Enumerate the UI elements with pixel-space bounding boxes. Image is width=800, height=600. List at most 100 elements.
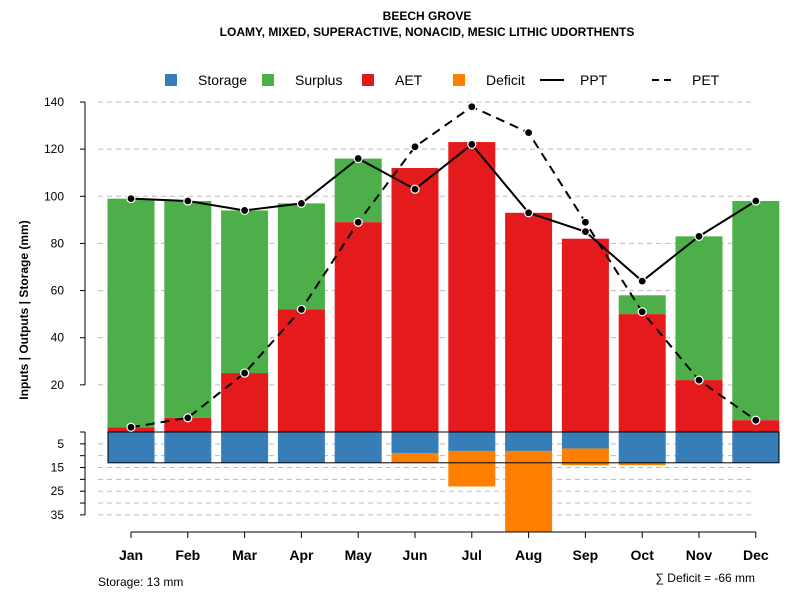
aet-bar [561,238,609,432]
storage-bar [448,432,496,451]
ppt-point [694,231,704,241]
ppt-point [751,196,761,206]
deficit-bar [618,462,666,466]
aet-bar [391,168,439,432]
aet-bar [164,417,212,432]
legend-storage-swatch [165,74,177,86]
storage-bar [391,432,439,454]
axes: 20 40 60 80 100 120 140 5 15 25 35 Jan Feb Mar Apr May J… [44,95,769,563]
x-tick-label: Dec [743,547,769,563]
y-axis-label: Inputs | Outputs | Storage (mm) [17,220,31,399]
aet-bar [334,222,382,432]
ppt-point [353,153,363,164]
aet-bar [221,373,269,432]
x-tick-label: Jul [462,547,482,563]
storage-bar [221,432,269,463]
x-tick-label: Sep [573,547,599,563]
legend-surplus-swatch [262,74,274,86]
x-tick-label: Oct [631,547,655,563]
pet-point [410,142,420,152]
aet-bar [505,212,553,432]
aet-bar [448,142,496,433]
pet-point [523,128,534,138]
storage-bar [334,432,382,463]
ppt-point [126,194,136,204]
surplus-bar [675,236,723,381]
legend-deficit-swatch [453,74,465,86]
x-tick-label: May [345,547,372,563]
storage-capacity-box [107,431,780,464]
deficit-note: ∑ Deficit = -66 mm [655,571,755,585]
chart-title: BEECH GROVE [383,9,472,23]
legend-aet-label: AET [395,72,423,88]
y-tick-label-upper: 40 [51,331,65,345]
surplus-bar [732,201,780,421]
pet-point [751,415,761,425]
pet-point [637,307,647,317]
pet-point [580,217,591,227]
deficit-bar [448,450,496,487]
storage-bar [675,432,723,463]
y-tick-label-upper: 20 [51,378,65,392]
deficit-bar [505,450,553,532]
y-tick-label-lower: 15 [51,461,65,475]
y-tick-label-upper: 100 [44,189,64,203]
ppt-point [183,196,193,206]
bars [107,142,780,532]
surplus-bar [221,210,269,374]
x-tick-label: Jan [119,547,143,563]
ppt-point [637,276,647,286]
pet-point [240,368,250,378]
surplus-bar [164,201,212,418]
x-tick-label: Feb [175,547,200,563]
storage-bar [277,432,325,463]
pet-line [130,105,757,429]
deficit-bar [391,453,439,463]
legend: Storage Surplus AET Deficit PPT PET [165,72,720,88]
legend-pet-label: PET [692,72,720,88]
ppt-point [410,184,420,194]
x-tick-label: Mar [232,547,257,563]
y-tick-label-lower: 5 [57,437,64,451]
pet-point [296,304,306,315]
pet-point [126,422,136,432]
legend-surplus-label: Surplus [295,72,342,88]
storage-bar [618,432,666,463]
ppt-point [580,227,591,237]
x-tick-label: Nov [686,547,713,563]
ppt-point [240,205,250,216]
series-lines [126,102,761,432]
ppt-line [130,143,757,283]
y-tick-label-lower: 25 [51,484,65,498]
storage-bar [164,432,212,463]
x-tick-label: Apr [289,547,314,563]
y-tick-label-upper: 120 [44,142,64,156]
aet-bar [675,380,723,432]
ppt-point [296,198,306,208]
surplus-bar [334,158,382,223]
pet-point [467,102,477,112]
surplus-bar [107,198,155,428]
legend-aet-swatch [362,74,374,86]
storage-bar [732,432,780,463]
storage-note: Storage: 13 mm [98,575,183,589]
y-tick-label-upper: 80 [51,236,65,250]
chart-subtitle: LOAMY, MIXED, SUPERACTIVE, NONACID, MESI… [220,25,635,39]
y-tick-label-upper: 60 [51,284,65,298]
y-tick-label-lower: 35 [51,508,65,522]
deficit-bar [561,448,609,466]
pet-point [353,217,363,227]
legend-storage-label: Storage [198,72,247,88]
ppt-point [523,208,534,218]
legend-deficit-label: Deficit [486,72,525,88]
aet-bar [732,420,780,432]
x-tick-label: Aug [515,547,542,563]
pet-point [183,413,193,423]
legend-ppt-label: PPT [580,72,608,88]
surplus-bar [277,203,325,310]
surplus-bar [618,295,666,315]
pet-point [694,375,704,385]
y-tick-label-upper: 140 [44,95,64,109]
storage-bar [561,432,609,449]
